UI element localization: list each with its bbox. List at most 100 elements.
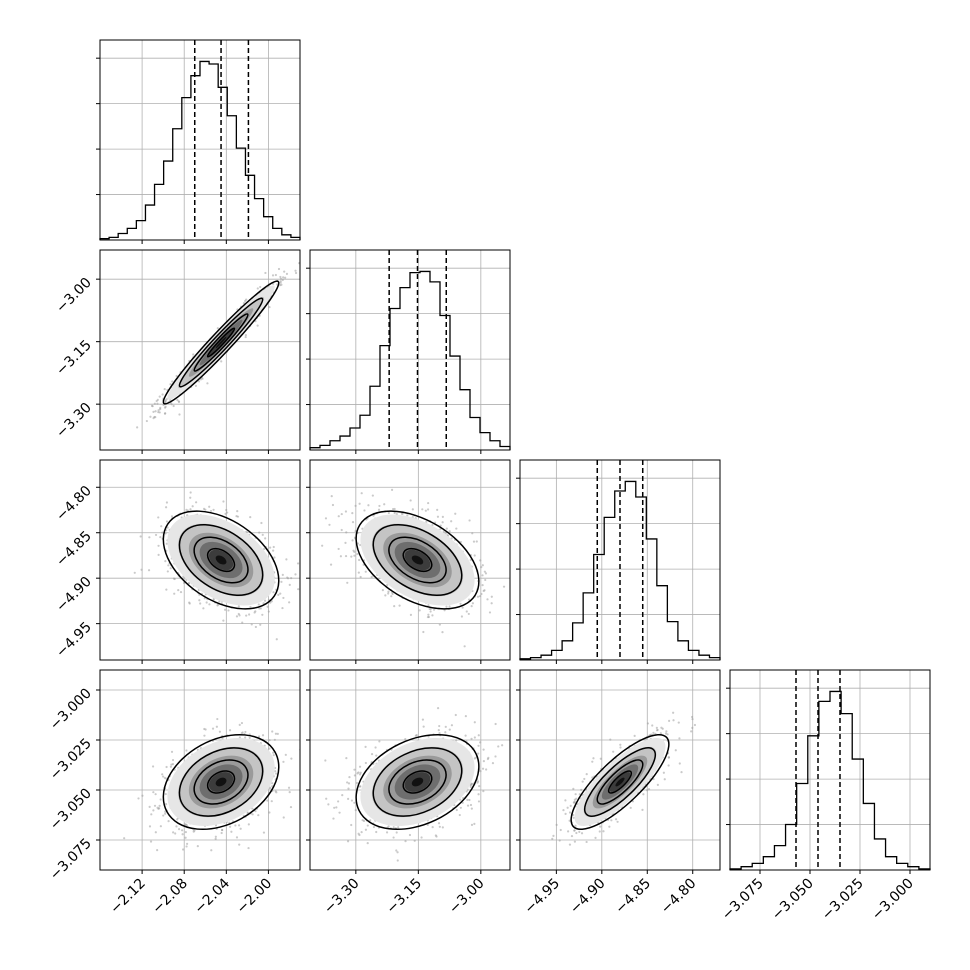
scatter-point bbox=[272, 282, 275, 286]
scatter-point bbox=[287, 786, 291, 789]
scatter-point bbox=[271, 785, 274, 788]
scatter-point bbox=[188, 601, 191, 604]
scatter-point bbox=[222, 500, 225, 503]
scatter-point bbox=[165, 501, 169, 504]
scatter-point bbox=[157, 553, 160, 556]
scatter-point bbox=[294, 573, 297, 576]
scatter-point bbox=[445, 605, 448, 608]
scatter-point bbox=[176, 398, 179, 402]
scatter-point bbox=[259, 285, 262, 289]
scatter-point bbox=[261, 734, 265, 737]
scatter-point bbox=[244, 736, 247, 739]
scatter-point bbox=[156, 849, 159, 852]
scatter-point bbox=[444, 532, 447, 535]
density-panel-1-2 bbox=[306, 459, 511, 664]
scatter-point bbox=[481, 584, 484, 587]
scatter-point bbox=[123, 837, 126, 840]
scatter-point bbox=[480, 592, 483, 596]
scatter-point bbox=[241, 621, 244, 624]
scatter-point bbox=[224, 512, 227, 515]
scatter-point bbox=[351, 521, 355, 524]
scatter-point bbox=[257, 735, 261, 738]
scatter-point bbox=[473, 554, 476, 557]
scatter-point bbox=[222, 619, 225, 622]
scatter-point bbox=[272, 549, 275, 552]
scatter-point bbox=[273, 738, 276, 741]
scatter-point bbox=[262, 602, 265, 605]
scatter-point bbox=[465, 610, 468, 613]
scatter-point bbox=[172, 404, 175, 408]
scatter-point bbox=[371, 494, 374, 497]
scatter-point bbox=[281, 278, 284, 282]
scatter-point bbox=[244, 730, 247, 734]
scatter-point bbox=[409, 613, 413, 616]
scatter-point bbox=[413, 839, 416, 842]
scatter-point bbox=[154, 416, 157, 419]
scatter-point bbox=[476, 781, 479, 784]
scatter-point bbox=[341, 794, 344, 797]
contour-line bbox=[206, 327, 236, 358]
scatter-point bbox=[209, 509, 213, 513]
scatter-point bbox=[165, 520, 169, 523]
scatter-point bbox=[249, 605, 252, 609]
scatter-point bbox=[246, 811, 249, 814]
scatter-point bbox=[181, 833, 184, 836]
scatter-point bbox=[279, 277, 283, 280]
contour-line bbox=[162, 733, 280, 831]
scatter-point bbox=[400, 512, 403, 515]
scatter-point bbox=[225, 508, 228, 512]
scatter-point bbox=[141, 794, 144, 797]
scatter-point bbox=[461, 606, 464, 609]
scatter-point bbox=[261, 613, 264, 616]
scatter-point bbox=[306, 581, 308, 583]
scatter-point bbox=[279, 592, 282, 595]
scatter-point bbox=[148, 805, 151, 808]
scatter-point bbox=[136, 426, 139, 429]
scatter-point bbox=[268, 811, 271, 814]
y-tick-label: −3.050 bbox=[47, 786, 95, 834]
scatter-point bbox=[344, 554, 348, 558]
scatter-point bbox=[180, 829, 184, 832]
scatter-point bbox=[218, 600, 221, 603]
x-tick-label: −3.30 bbox=[321, 876, 363, 918]
scatter-point bbox=[439, 528, 442, 531]
scatter-point bbox=[274, 790, 277, 793]
scatter-point bbox=[253, 611, 256, 614]
x-tick-label: −3.050 bbox=[769, 876, 817, 924]
scatter-point bbox=[247, 823, 250, 826]
scatter-point bbox=[211, 727, 215, 730]
scatter-point bbox=[198, 599, 201, 602]
scatter-point bbox=[266, 605, 269, 608]
scatter-point bbox=[256, 287, 259, 290]
scatter-point bbox=[157, 516, 160, 519]
scatter-point bbox=[206, 382, 209, 385]
scatter-point bbox=[170, 763, 173, 766]
scatter-point bbox=[393, 511, 396, 515]
scatter-point bbox=[337, 547, 340, 551]
contour-line bbox=[193, 536, 249, 584]
scatter-point bbox=[275, 638, 278, 641]
scatter-point bbox=[177, 828, 181, 831]
scatter-point bbox=[165, 802, 168, 806]
density-content bbox=[112, 262, 300, 450]
scatter-point bbox=[148, 825, 152, 828]
scatter-point bbox=[340, 512, 343, 516]
scatter-point bbox=[470, 823, 474, 826]
scatter-point bbox=[157, 544, 160, 547]
scatter-point bbox=[356, 542, 360, 545]
panel-frame bbox=[99, 249, 301, 451]
scatter-point bbox=[427, 613, 430, 616]
scatter-point bbox=[441, 521, 444, 524]
scatter-point bbox=[215, 725, 218, 728]
scatter-point bbox=[159, 536, 162, 539]
scatter-point bbox=[234, 824, 237, 827]
scatter-point bbox=[178, 413, 181, 416]
scatter-point bbox=[282, 596, 285, 600]
scatter-point bbox=[204, 728, 207, 731]
scatter-point bbox=[156, 806, 159, 809]
scatter-point bbox=[245, 298, 248, 301]
scatter-point bbox=[221, 828, 224, 832]
scatter-point bbox=[289, 805, 293, 809]
scatter-point bbox=[443, 609, 446, 612]
x-tick-label: −3.025 bbox=[819, 876, 867, 924]
